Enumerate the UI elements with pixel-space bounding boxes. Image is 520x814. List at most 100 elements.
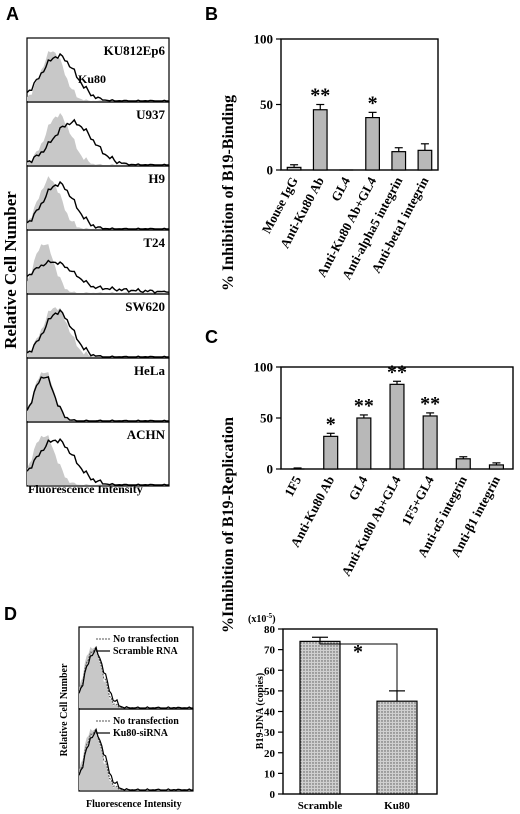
- histogram-box: U937: [26, 101, 170, 167]
- significance-marker: **: [310, 85, 330, 107]
- significance-marker: **: [387, 361, 407, 383]
- histogram-box: T24: [26, 229, 170, 295]
- y-tick-label: 80: [264, 624, 276, 636]
- histogram-box: SW620: [26, 293, 170, 359]
- y-unit-label: (x10-5): [248, 612, 276, 625]
- y-unit-exponent: -5: [266, 612, 272, 620]
- legend-label: No transfection: [113, 634, 179, 645]
- cell-line-label: HeLa: [134, 363, 166, 378]
- y-axis-label: B19-DNA (copies): [255, 673, 266, 749]
- y-tick-label: 100: [254, 360, 274, 375]
- y-tick-label: 40: [264, 707, 276, 719]
- cell-line-label: SW620: [125, 299, 165, 314]
- y-tick-label: 0: [270, 789, 276, 801]
- significance-marker: *: [353, 641, 363, 663]
- bar: [312, 109, 328, 171]
- legend-label: No transfection: [113, 716, 179, 727]
- bar: [299, 640, 341, 795]
- bar: [391, 151, 407, 171]
- y-tick-label: 0: [267, 163, 274, 178]
- category-label: Scramble: [298, 800, 343, 812]
- ku80-curve-label: Ku80: [78, 72, 106, 86]
- y-tick-label: 0: [267, 462, 274, 477]
- panel-d-hist-xlabel: Fluorescence Intensity: [86, 799, 182, 810]
- panel-d: D Relative Cell Number No transfectionSc…: [4, 604, 438, 812]
- y-tick-label: 50: [264, 686, 276, 698]
- significance-marker: **: [420, 393, 440, 415]
- bar: [365, 116, 380, 171]
- control-histogram: [27, 435, 169, 485]
- legend-label: Scramble RNA: [113, 646, 178, 657]
- cell-line-label: H9: [148, 171, 165, 186]
- histogram-box: ACHN: [26, 421, 170, 487]
- cell-line-label: U937: [136, 107, 165, 122]
- control-histogram: [27, 307, 169, 357]
- panel-letter-a: A: [6, 4, 19, 24]
- y-tick-label: 70: [264, 645, 276, 657]
- y-tick-label: 50: [260, 411, 273, 426]
- legend-label: Ku80-siRNA: [113, 728, 169, 739]
- panel-a-xlabel: Fluorescence Intensity: [28, 482, 143, 496]
- category-label: Ku80: [384, 800, 410, 812]
- ku80-histogram-line: [26, 376, 169, 422]
- bar: [356, 417, 372, 470]
- histogram-box: HeLa: [26, 357, 170, 423]
- y-unit-close: ): [272, 614, 275, 625]
- bar: [286, 166, 302, 171]
- bar: [488, 464, 504, 470]
- histogram-box: H9: [26, 165, 170, 231]
- bar: [389, 383, 405, 470]
- y-axis-label: % Inhibition of B19-Binding: [220, 95, 237, 291]
- bar: [455, 458, 471, 470]
- panel-a-ylabel: Relative Cell Number: [1, 191, 20, 349]
- bar: [422, 415, 438, 470]
- significance-marker: **: [354, 395, 374, 417]
- ku80-histogram-line: [26, 259, 170, 294]
- y-tick-label: 50: [260, 97, 273, 112]
- cell-line-label: T24: [143, 235, 165, 250]
- histogram-frame: [26, 421, 170, 487]
- y-tick-label: 20: [264, 748, 276, 760]
- control-histogram: [27, 51, 169, 101]
- category-label: 1F5: [281, 473, 304, 499]
- y-tick-label: 30: [264, 727, 276, 739]
- panel-a: A Relative Cell Number KU812Ep6 U937 H9 T24…: [1, 4, 170, 496]
- category-label: GL4: [328, 174, 353, 204]
- significance-bracket: [319, 637, 398, 691]
- bar: [417, 149, 433, 171]
- panel-a-histograms: KU812Ep6 U937 H9 T24 SW620 HeLa ACHN Ku80: [26, 37, 170, 487]
- panel-d-hist-ylabel: Relative Cell Number: [59, 663, 70, 756]
- ku80-histogram-line: [26, 118, 169, 166]
- treatment-line: [78, 727, 193, 791]
- bar: [323, 435, 339, 470]
- control-histogram: [79, 728, 193, 790]
- ku80-histogram-line: [26, 438, 169, 486]
- treatment-line: [78, 645, 193, 709]
- category-label: GL4: [345, 473, 370, 503]
- control-histogram: [79, 646, 193, 708]
- panel-letter-d: D: [4, 604, 17, 624]
- cell-line-label: KU812Ep6: [104, 43, 166, 58]
- panel-letter-b: B: [205, 4, 218, 24]
- y-tick-label: 10: [264, 768, 276, 780]
- control-histogram: [27, 244, 169, 293]
- significance-marker: *: [368, 92, 378, 114]
- bar: [376, 700, 418, 795]
- y-tick-label: 100: [254, 32, 274, 47]
- panel-letter-c: C: [205, 327, 218, 347]
- cell-line-label: ACHN: [127, 427, 166, 442]
- y-tick-label: 60: [264, 665, 276, 677]
- significance-marker: *: [326, 413, 336, 435]
- histogram-frame: [78, 708, 194, 792]
- ku80-histogram-line: [26, 308, 169, 358]
- ku80-histogram-line: [26, 180, 169, 230]
- ku80-histogram-line: [26, 52, 169, 102]
